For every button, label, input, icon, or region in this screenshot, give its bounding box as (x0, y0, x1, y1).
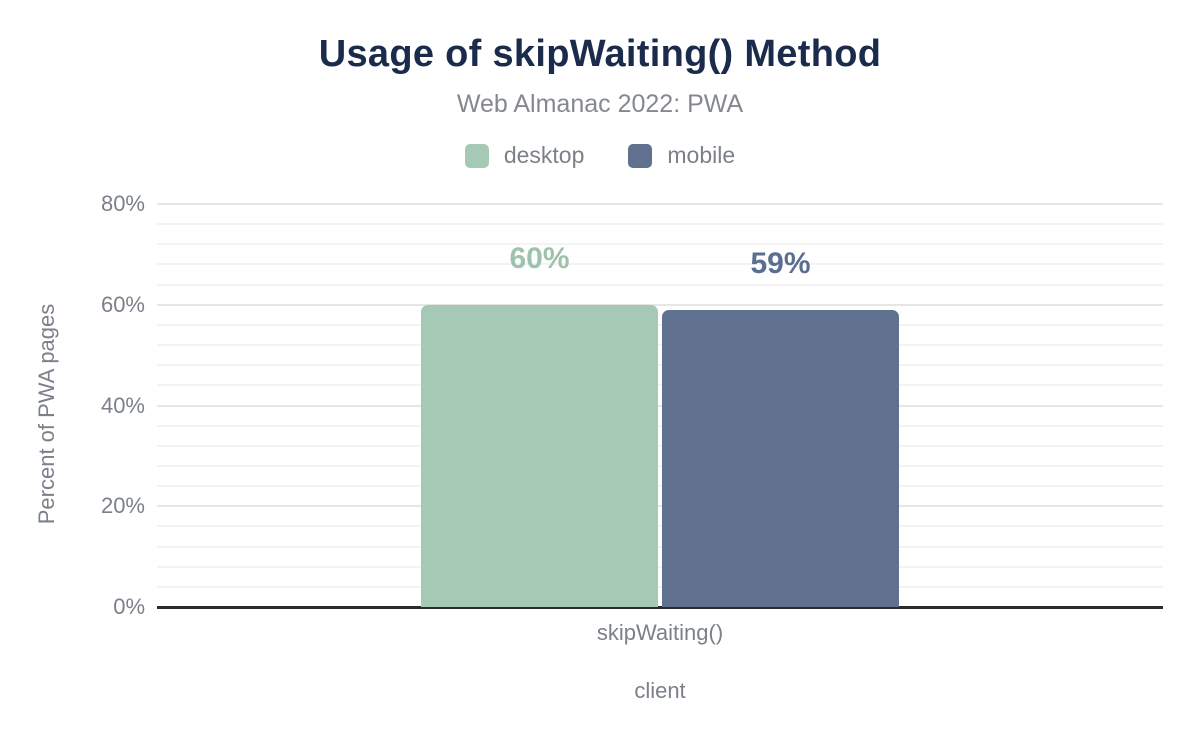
value-label-desktop: 60% (509, 241, 570, 275)
x-tick-label: skipWaiting() (596, 620, 724, 645)
major-gridline (157, 505, 1163, 508)
minor-gridline (157, 223, 1163, 226)
y-tick-label: 80% (100, 191, 145, 216)
y-tick-label: 0% (113, 594, 145, 619)
legend-item-desktop: desktop (464, 142, 585, 169)
minor-gridline (157, 525, 1163, 528)
x-axis-title: client (634, 678, 686, 703)
legend-swatch-mobile (628, 143, 653, 168)
y-tick-label: 60% (100, 291, 145, 317)
minor-gridline (157, 464, 1163, 467)
y-tick-label: 20% (100, 493, 145, 519)
x-axis-line (157, 606, 1163, 609)
plot-area: 60% 59% (157, 203, 1163, 609)
legend-label-desktop: desktop (503, 142, 585, 168)
minor-gridline (157, 485, 1163, 488)
value-label-mobile: 59% (750, 246, 811, 280)
chart-title: Usage of skipWaiting() Method (318, 33, 882, 75)
minor-gridline (157, 444, 1163, 447)
legend-label-mobile: mobile (667, 142, 736, 168)
bar-desktop[interactable] (421, 304, 658, 607)
minor-gridline (157, 565, 1163, 568)
chart-legend: desktop mobile (0, 142, 1200, 169)
minor-gridline (157, 283, 1163, 286)
minor-gridline (157, 243, 1163, 246)
y-tick-labels: 0% 20% 40% 60% 80% (0, 193, 145, 618)
major-gridline (157, 404, 1163, 407)
minor-gridline (157, 364, 1163, 367)
minor-gridline (157, 585, 1163, 588)
legend-item-mobile: mobile (628, 142, 735, 169)
minor-gridline (157, 323, 1163, 326)
major-gridline (157, 303, 1163, 306)
minor-gridline (157, 545, 1163, 548)
minor-gridline (157, 424, 1163, 427)
bar-mobile[interactable] (662, 309, 899, 607)
y-tick-label: 40% (100, 392, 145, 418)
major-gridline (157, 203, 1163, 205)
minor-gridline (157, 344, 1163, 347)
minor-gridline (157, 263, 1163, 266)
minor-gridline (157, 384, 1163, 387)
legend-swatch-desktop (464, 143, 489, 168)
chart-subtitle: Web Almanac 2022: PWA (456, 90, 744, 118)
